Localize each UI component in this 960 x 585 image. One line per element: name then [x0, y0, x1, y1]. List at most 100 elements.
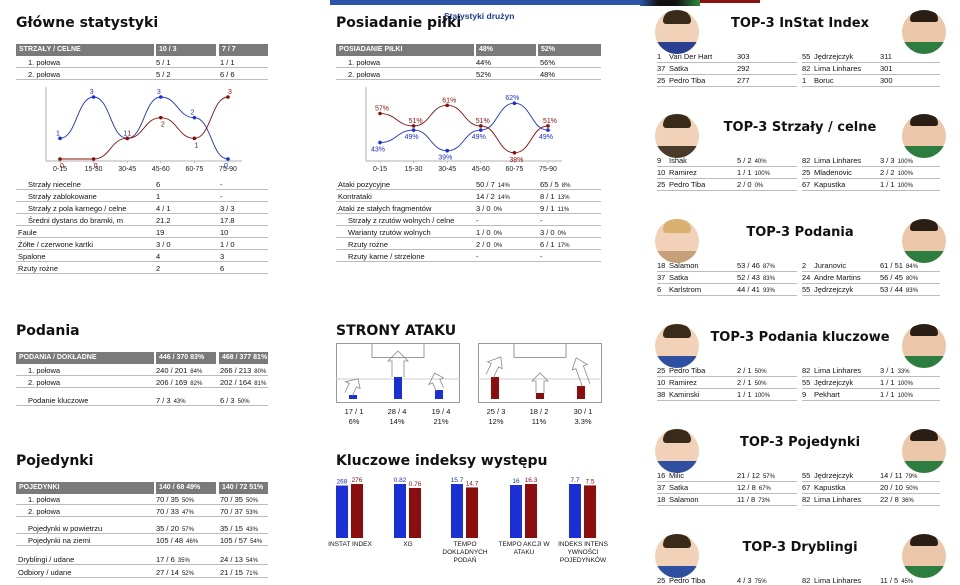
player-name: Satka — [669, 483, 689, 492]
top3-away-row: 82 Lima Linhares 3 / 1 33% — [802, 365, 940, 376]
row-label: Pojedynki na ziemi — [28, 536, 91, 545]
player-value: 2 / 1 50% — [737, 366, 767, 375]
player-name: Satka — [669, 273, 689, 282]
player-photo-home — [655, 10, 699, 54]
index-bar-away — [351, 484, 363, 538]
player-value: 14 / 11 79% — [880, 471, 918, 480]
index-value-home: 16 — [512, 478, 520, 485]
main-stats-row: Strzały z pola karnego / celne 4 / 1 3 / 3 — [16, 203, 268, 214]
player-value: 1 / 1 100% — [880, 378, 913, 387]
passes-header-away-pct: 81% — [253, 354, 268, 361]
player-shirt — [902, 251, 946, 263]
duels-row: 1. połowa 70 / 35 50% 70 / 35 50% — [16, 494, 268, 505]
row-label: Żółte / czerwone kartki — [18, 240, 94, 249]
row-divider — [802, 62, 940, 63]
row-label: Odbiory / udane — [18, 568, 72, 577]
attack-home-value: 28 / 4 — [387, 407, 407, 416]
top3-home-row: 25 Pedro Tiba 2 / 1 50% — [657, 365, 795, 376]
row-away-pct: 54% — [250, 539, 263, 545]
player-number: 18 — [657, 261, 666, 270]
attack-away-value: 25 / 3 — [486, 407, 506, 416]
data-point — [192, 115, 197, 120]
player-value-pct: 40% — [754, 159, 767, 165]
top3-away-row: 82 Lima Linhares 3 / 3 100% — [802, 155, 940, 166]
player-name: Pedro Tiba — [669, 576, 706, 585]
player-value: 303 — [737, 52, 750, 61]
player-shirt — [655, 146, 699, 158]
row-away: 65 / 5 8% — [540, 180, 571, 189]
player-number: 25 — [657, 576, 666, 585]
player-number: 1 — [802, 76, 807, 85]
possession-row: Rzuty rożne 2 / 0 0% 6 / 1 17% — [336, 239, 601, 250]
row-home: 35 / 20 57% — [156, 524, 194, 533]
row-home: 5 / 2 — [156, 70, 171, 79]
data-label: 0 — [94, 163, 98, 170]
top3-home-row: 18 Salamon 11 / 8 73% — [657, 494, 795, 505]
player-value: 44 / 41 93% — [737, 285, 775, 294]
passes-title: Podania — [16, 323, 80, 339]
possession-half-row: 1. połowa 44% 56% — [336, 57, 601, 68]
row-home: 44% — [476, 58, 492, 67]
index-label: TEMPO DOKLADNYCH PODAŃ — [442, 541, 488, 564]
main-stats-row: Średni dystans do bramki, m 21.2 17.8 — [16, 215, 268, 226]
shots-timeline-chart: 0-15 15-30 30-45 45-60 60-75 75-90 1 3 1 3 2 0 0 0 1 2 1… — [45, 87, 242, 173]
duels-header-home-value: 140 / 68 — [159, 484, 185, 491]
player-number: 55 — [802, 471, 811, 480]
row-away: 9 / 1 11% — [540, 204, 570, 213]
row-home: 19 — [156, 228, 165, 237]
row-away-pct: 8% — [561, 183, 571, 189]
player-value-pct: 33% — [897, 369, 910, 375]
row-home-pct: 84% — [190, 369, 203, 375]
possession-row: Ataki pozycyjne 50 / 7 14% 65 / 5 8% — [336, 179, 601, 190]
data-label: 38% — [509, 157, 523, 164]
attack-left-home-bar — [349, 395, 357, 399]
row-home: 4 / 1 — [156, 204, 171, 213]
data-point — [512, 101, 517, 105]
player-value: 53 / 46 87% — [737, 261, 775, 270]
player-number: 82 — [802, 156, 811, 165]
index-bar-home — [569, 484, 581, 538]
top3-away-row: 9 Pekhart 1 / 1 100% — [802, 389, 940, 400]
passes-header-label: PODANIA / DOKŁADNE — [16, 352, 154, 364]
data-label: 3 — [157, 89, 161, 96]
player-name: Lima Linhares — [814, 64, 862, 73]
player-value-pct: 87% — [762, 264, 775, 270]
row-away: 6 / 3 50% — [220, 396, 250, 405]
passes-header-away-value: 468 / 377 — [222, 354, 252, 361]
series-line — [59, 96, 229, 160]
x-tick-label: 0-15 — [373, 166, 387, 173]
player-photo-home — [655, 429, 699, 473]
data-label: 51% — [476, 118, 490, 125]
row-divider — [657, 481, 797, 482]
key-indexes-title: Kluczowe indeksy występu — [336, 453, 548, 469]
player-number: 16 — [657, 471, 666, 480]
row-divider — [802, 178, 940, 179]
index-bar-away — [466, 487, 478, 538]
passes-row: 1. połowa 240 / 201 84% 266 / 213 80% — [16, 365, 268, 376]
row-divider — [802, 271, 940, 272]
player-value-pct: 36% — [901, 498, 914, 504]
duels-row: Dryblingi / udane 17 / 6 35% 24 / 13 54% — [16, 554, 268, 565]
attack-center-home-bar — [394, 377, 402, 399]
row-home: 17 / 6 35% — [156, 555, 190, 564]
player-value-pct: 45% — [901, 579, 914, 585]
player-number: 37 — [657, 483, 666, 492]
player-photo-away — [902, 429, 946, 473]
row-label: Warianty rzutów wolnych — [348, 228, 431, 237]
row-divider — [657, 178, 797, 179]
player-value: 311 — [880, 52, 892, 61]
banner-stripe-decoration — [700, 0, 760, 3]
player-name: Pekhart — [814, 390, 840, 399]
player-value: 56 / 45 80% — [880, 273, 918, 282]
data-label: 0 — [224, 163, 228, 170]
row-away-pct: 50% — [245, 498, 258, 504]
data-point — [546, 128, 550, 132]
player-value-pct: 57% — [762, 474, 775, 480]
row-label: Średni dystans do bramki, m — [28, 216, 124, 225]
row-away-pct: 53% — [245, 510, 258, 516]
top3-home-row: 25 Pedro Tiba 277 — [657, 75, 795, 86]
top3-away-row: 2 Juranovic 61 / 51 84% — [802, 260, 940, 271]
possession-header-away: 52% — [538, 44, 601, 56]
row-divider — [802, 388, 940, 389]
main-stats-row: Strzały niecelne 6 - — [16, 179, 268, 190]
